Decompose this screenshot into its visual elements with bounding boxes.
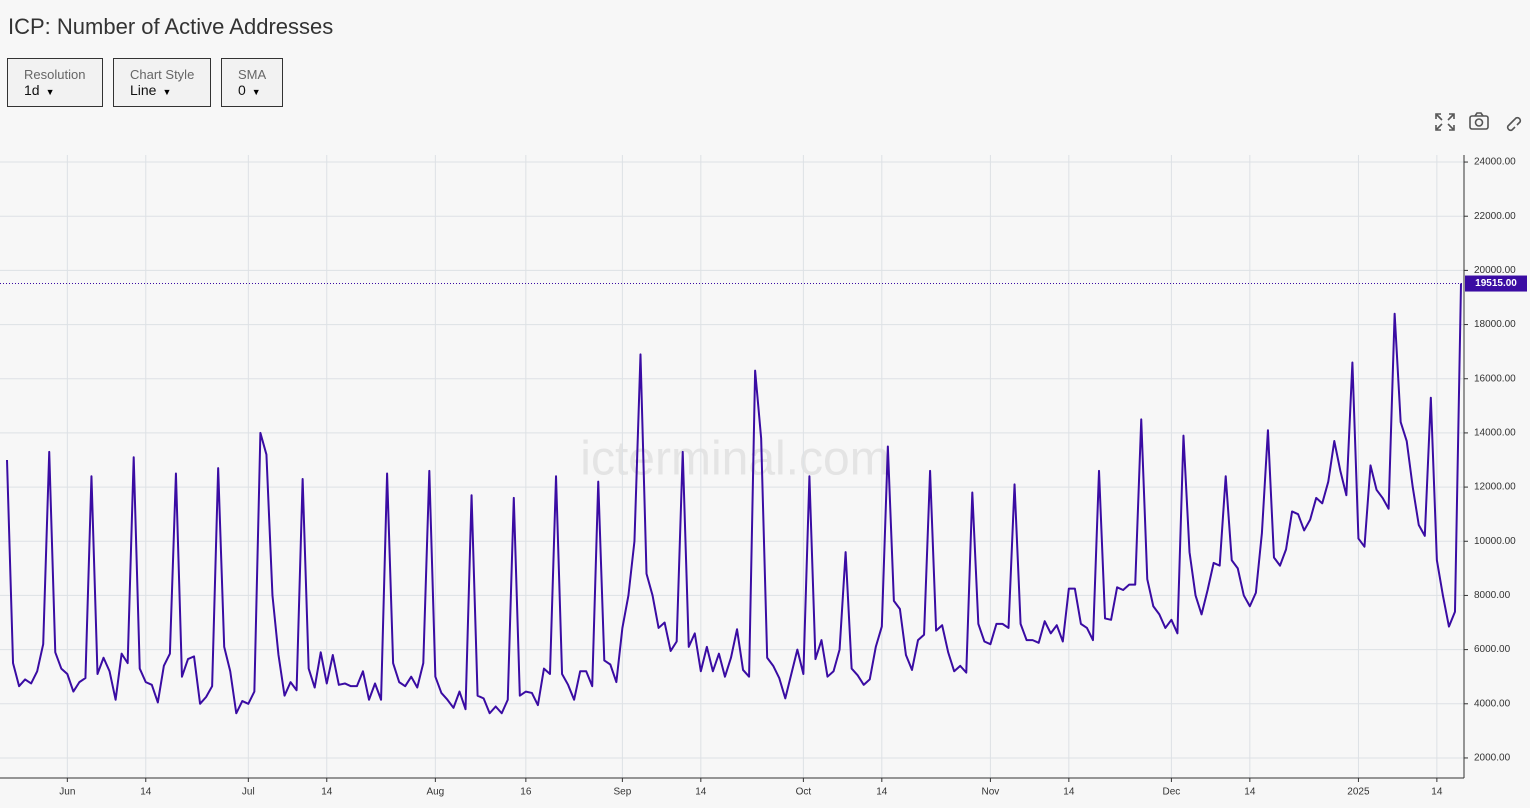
toolbar [1435,112,1522,132]
current-value-label: 19515.00 [1475,278,1517,289]
dropdown-value: Line [130,82,157,98]
x-tick-label: 14 [1244,787,1256,798]
x-tick-label: Sep [613,787,631,798]
y-tick-label: 22000.00 [1474,211,1516,222]
x-tick-label: Aug [426,787,444,798]
y-tick-label: 12000.00 [1474,482,1516,493]
y-tick-label: 14000.00 [1474,428,1516,439]
y-tick-label: 4000.00 [1474,698,1511,709]
x-tick-label: 14 [695,787,707,798]
x-tick-label: Nov [982,787,1000,798]
y-tick-label: 10000.00 [1474,536,1516,547]
y-tick-label: 24000.00 [1474,157,1516,168]
fullscreen-icon[interactable] [1435,113,1455,131]
dropdown-label: SMA [238,67,267,82]
dropdown-value: 1d [24,82,40,98]
y-tick-label: 18000.00 [1474,319,1516,330]
caret: ▼ [251,87,261,97]
page-title: ICP: Number of Active Addresses [8,14,334,39]
dropdown-label: Resolution [24,67,86,82]
y-tick-label: 2000.00 [1474,753,1511,764]
chart-style-dropdown[interactable]: Chart Style Line ▼ [113,58,211,107]
dropdown-value: 0 [238,82,246,98]
y-tick-label: 8000.00 [1474,590,1511,601]
x-tick-label: Dec [1163,787,1181,798]
y-tick-label: 16000.00 [1474,373,1516,384]
current-value-badge [1465,275,1527,292]
x-tick-label: 14 [1063,787,1075,798]
x-tick-label: 14 [1431,787,1443,798]
data-line [6,283,1462,715]
y-tick-label: 20000.00 [1474,265,1516,276]
link-icon[interactable] [1506,116,1522,132]
x-tick-label: 14 [876,787,888,798]
x-tick-label: 2025 [1347,787,1370,798]
x-tick-label: Oct [796,787,812,798]
sma-dropdown[interactable]: SMA 0 ▼ [221,58,283,107]
screenshot-icon[interactable] [1469,112,1489,130]
x-tick-label: Jul [242,787,255,798]
x-tick-label: 14 [140,787,152,798]
dropdown-label: Chart Style [130,67,195,82]
caret: ▼ [45,87,55,97]
caret: ▼ [162,87,172,97]
x-tick-label: 16 [520,787,532,798]
y-tick-label: 6000.00 [1474,644,1511,655]
watermark: icterminal.com [580,433,889,486]
x-tick-label: Jun [59,787,75,798]
x-tick-label: 14 [321,787,333,798]
resolution-dropdown[interactable]: Resolution 1d ▼ [7,58,103,107]
